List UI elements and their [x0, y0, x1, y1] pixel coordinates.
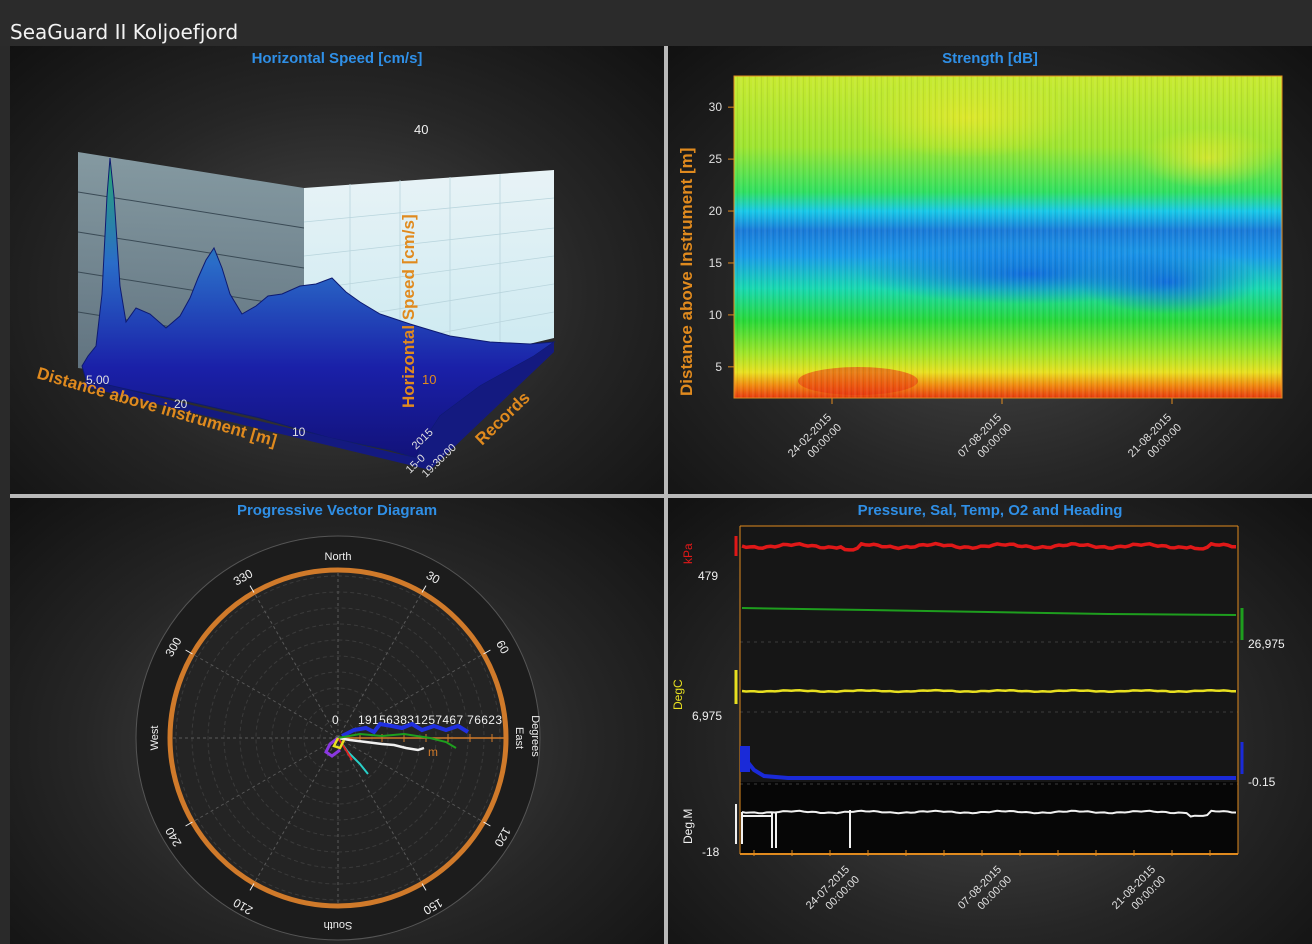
- strength-y-ticks: 30 25 20 15 10 5: [709, 100, 734, 374]
- surface-floor: [82, 342, 554, 470]
- sensors-panel[interactable]: Pressure, Sal, Temp, O2 and Heading kPa …: [668, 498, 1312, 944]
- track-blue: [341, 721, 470, 738]
- z-tick-10: 10: [422, 372, 436, 387]
- polar-angle-mark: [483, 649, 491, 655]
- polar-angle-mark: [249, 585, 255, 593]
- polar-angle-mark: [249, 883, 255, 891]
- polar-angle-label: 30: [424, 568, 443, 587]
- oxygen-spike: [740, 746, 750, 772]
- z-axis-label: Horizontal Speed [cm/s]: [399, 214, 418, 408]
- pressure-line: [741, 541, 1236, 552]
- polar-spoke: [253, 592, 339, 739]
- polar-angle-mark: [185, 649, 193, 655]
- horizontal-speed-chart: 40 Horizontal Speed [cm/s] 10 Distance a…: [35, 122, 556, 480]
- strength-chart: 30 25 20 15 10 5 Distance above Instrument [m…: [677, 75, 1283, 460]
- x-tick-10: 10: [292, 425, 306, 439]
- radial-zero: 0: [332, 713, 339, 727]
- degc-label: DegC: [671, 679, 685, 710]
- sensors-title: Pressure, Sal, Temp, O2 and Heading: [857, 502, 1123, 519]
- polar-spoke: [337, 592, 423, 739]
- app-title: SeaGuard II Koljoefjord: [10, 20, 239, 44]
- title-bar: SeaGuard II Koljoefjord: [0, 0, 1312, 46]
- polar-angle-mark: [421, 585, 427, 593]
- vertical-divider: [664, 46, 668, 944]
- polar-spoke: [337, 737, 423, 884]
- west-label: West: [149, 726, 161, 751]
- degrees-label: Degrees: [529, 715, 541, 757]
- strength-y-tick-label: 15: [709, 256, 723, 270]
- polar-spoke: [337, 653, 484, 739]
- strength-y-tick-label: 30: [709, 100, 723, 114]
- kpa-label: kPa: [681, 543, 695, 564]
- radial-unit: m: [428, 745, 438, 759]
- north-label: North: [325, 551, 352, 563]
- strength-y-tick-label: 10: [709, 308, 723, 322]
- horizontal-divider: [10, 494, 1312, 498]
- z-tick-40: 40: [414, 122, 428, 137]
- track-green: [337, 732, 457, 749]
- strength-panel[interactable]: Strength [dB]: [668, 46, 1312, 494]
- polar-angle-label: 60: [493, 638, 512, 657]
- degm-label: Deg.M: [681, 809, 695, 844]
- strength-y-tick-label: 25: [709, 152, 723, 166]
- radial-numbers: 191563831257467 76623: [358, 713, 502, 727]
- heading-line: [741, 809, 1236, 818]
- kpa-tick: 479: [698, 569, 718, 583]
- salinity-line: [741, 607, 1237, 616]
- horizontal-speed-title: Horizontal Speed [cm/s]: [251, 50, 423, 67]
- polar-angle-mark: [483, 821, 491, 827]
- strength-y-tick-label: 20: [709, 204, 723, 218]
- strength-y-tick-label: 5: [715, 360, 722, 374]
- polar-angle-mark: [421, 883, 427, 891]
- strength-y-axis-label: Distance above Instrument [m]: [677, 148, 696, 396]
- track-purple: [324, 736, 341, 758]
- sensor-lines: [740, 541, 1237, 848]
- degc-tick: 6,975: [692, 709, 722, 723]
- polar-spoke: [337, 737, 484, 823]
- pvd-title: Progressive Vector Diagram: [236, 502, 438, 519]
- strength-title: Strength [dB]: [942, 50, 1038, 67]
- temperature-line: [741, 688, 1236, 694]
- east-label: East: [513, 727, 525, 749]
- polar-spoke: [253, 737, 339, 884]
- horizontal-speed-panel[interactable]: Horizontal Speed [cm/s]: [10, 46, 664, 494]
- polar-spoke: [192, 653, 339, 739]
- track-white: [337, 736, 425, 752]
- track-yellow: [332, 737, 346, 750]
- polar-spoke: [192, 737, 339, 823]
- x-tick-5: 5.00: [86, 373, 110, 387]
- degm-tick: -18: [702, 845, 720, 859]
- polar-angle-mark: [185, 821, 193, 827]
- heading-band: [740, 782, 1238, 854]
- pvd-panel[interactable]: Progressive Vector Diagram 30 60 120 150 210…: [10, 498, 664, 944]
- track-red: [337, 737, 353, 761]
- south-label: South: [324, 919, 353, 931]
- oxygen-tick: -0.15: [1248, 775, 1276, 789]
- x-tick-20: 20: [174, 397, 188, 411]
- sensors-chart: kPa 479 DegC 6,975 Deg.M -18 26,975 -0.1…: [671, 525, 1285, 912]
- salinity-tick: 26,975: [1248, 637, 1285, 651]
